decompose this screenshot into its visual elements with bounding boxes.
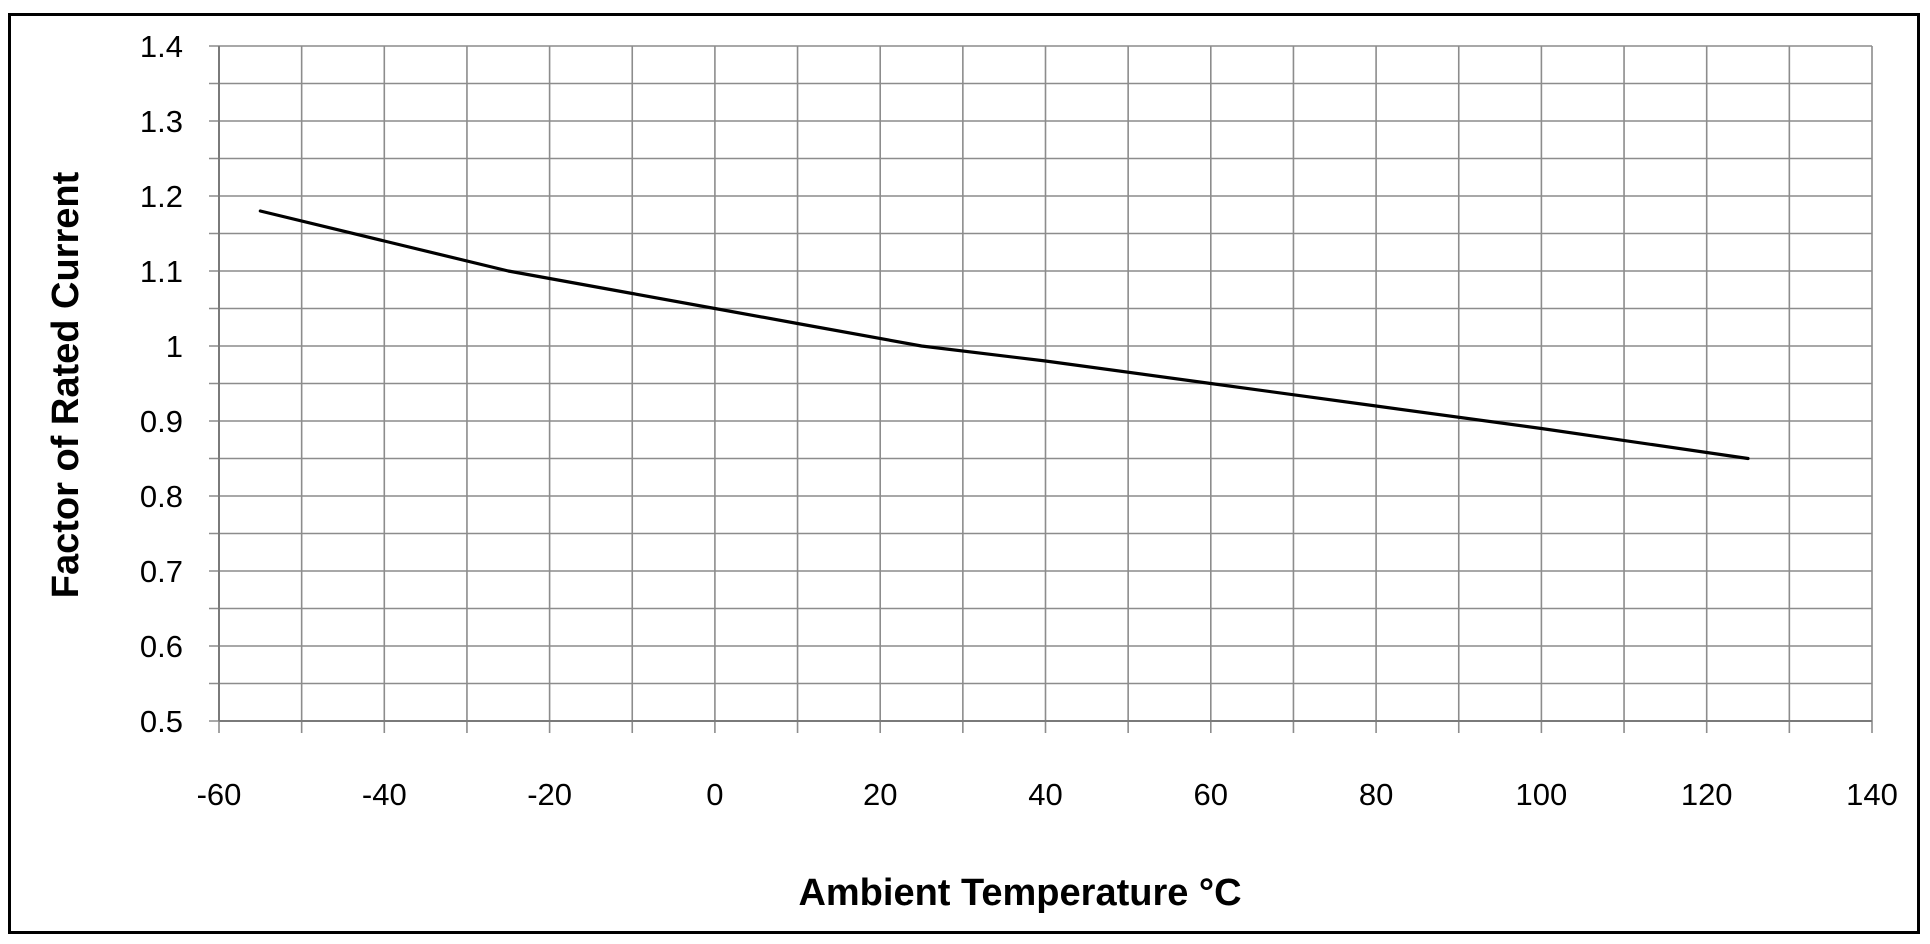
chart-frame — [8, 13, 1920, 934]
y-tick-label: 0.9 — [140, 404, 183, 439]
grid-lines — [209, 45, 1873, 733]
x-tick-label: 80 — [1359, 777, 1393, 812]
y-tick-label: 1.1 — [140, 254, 183, 289]
y-tick-label: 0.7 — [140, 554, 183, 589]
x-tick-label: 120 — [1681, 777, 1733, 812]
y-tick-label: 1.4 — [140, 29, 183, 64]
y-tick-label: 0.5 — [140, 704, 183, 739]
x-tick-label: 140 — [1846, 777, 1898, 812]
y-tick-label: 1.2 — [140, 179, 183, 214]
x-tick-label: -40 — [362, 777, 407, 812]
y-tick-label: 0.8 — [140, 479, 183, 514]
y-tick-labels: 0.5 0.6 0.7 0.8 0.9 1 1.1 1.2 1.3 1.4 — [140, 29, 183, 739]
x-tick-label: -20 — [527, 777, 572, 812]
x-tick-label: 60 — [1194, 777, 1228, 812]
x-tick-label: 40 — [1028, 777, 1062, 812]
x-tick-label: 0 — [706, 777, 723, 812]
x-tick-label: 100 — [1516, 777, 1568, 812]
series-line — [258, 209, 1750, 461]
x-axis-title: Ambient Temperature °C — [798, 872, 1241, 914]
y-tick-label: 0.6 — [140, 629, 183, 664]
y-axis-title: Factor of Rated Current — [45, 171, 87, 598]
series-layer — [258, 209, 1750, 461]
x-tick-label: -60 — [197, 777, 242, 812]
x-tick-labels: -60 -40 -20 0 20 40 60 80 100 120 140 — [197, 777, 1898, 812]
x-tick-label: 20 — [863, 777, 897, 812]
y-tick-label: 1 — [166, 329, 183, 364]
y-tick-label: 1.3 — [140, 104, 183, 139]
axes — [218, 46, 1872, 722]
